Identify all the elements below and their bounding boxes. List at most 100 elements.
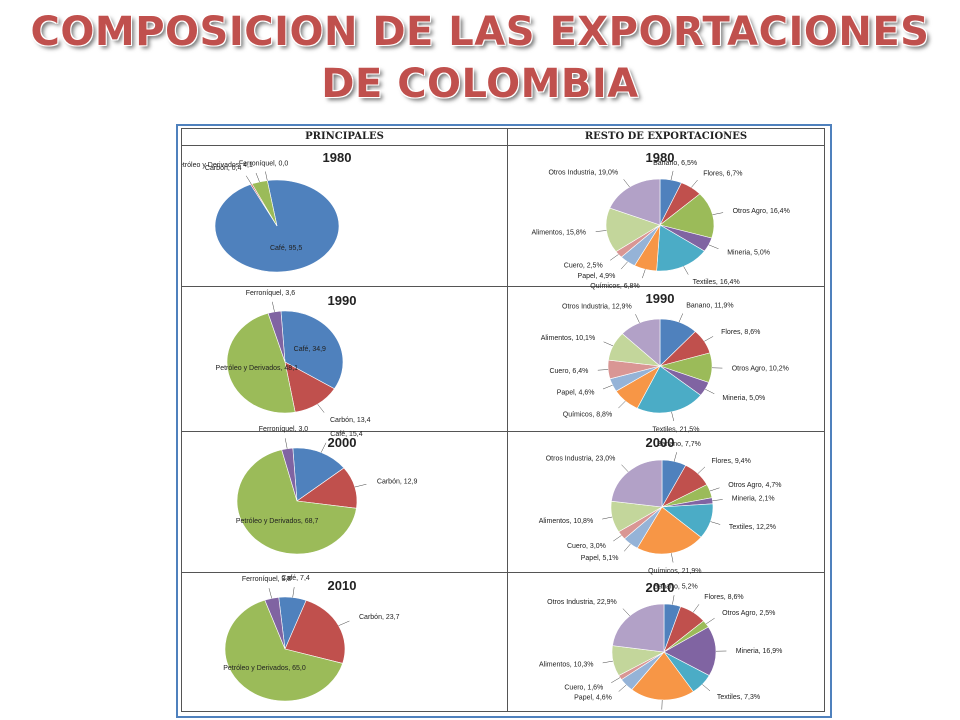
leader-line-banano	[672, 595, 675, 605]
leader-line-cuero	[611, 677, 621, 684]
leader-line-alimentos	[603, 341, 614, 347]
leader-line-textiles	[710, 521, 721, 525]
data-label-carbon: Carbón, 23,7	[359, 614, 400, 621]
slide-title: COMPOSICION DE LAS EXPORTACIONES DE COLO…	[0, 6, 960, 110]
column-header-resto: RESTO DE EXPORTACIONES	[584, 131, 748, 142]
data-label-cafe: Café, 7,4	[281, 575, 310, 582]
data-label-alimentos: Alimentos, 10,3%	[539, 662, 593, 669]
data-label-mineria: Mineria, 5,0%	[722, 395, 765, 402]
data-label-otros-agro: Otros Agro, 10,2%	[732, 365, 789, 372]
data-label-petroleo-y-derivados: Petróleo y Derivados, 48,1	[216, 365, 299, 372]
data-label-cafe: Café, 95,5	[270, 245, 302, 252]
leader-line-cafe	[320, 442, 327, 453]
data-label-otros-agro: Otros Agro, 4,7%	[728, 482, 781, 489]
data-label-textiles: Textiles, 7,3%	[717, 694, 760, 701]
leader-line-ferroniquel	[284, 438, 288, 449]
leader-line-cuero	[610, 254, 619, 261]
data-label-quimicos: Químicos, 21,9%	[648, 568, 701, 575]
data-label-flores: Flores, 8,6%	[721, 329, 760, 336]
pie-chart-principales-2010: 2010 Café, 7,4 Carbón, 23,7 Petróleo y Deri…	[223, 575, 400, 702]
slice-otros-industria	[609, 178, 661, 226]
leader-line-otros-agro	[712, 212, 724, 215]
leader-line-papel	[618, 684, 627, 692]
data-label-banano: Banano, 6,5%	[653, 160, 697, 167]
leader-line-carbon	[317, 404, 325, 413]
leader-line-quimicos	[671, 553, 674, 563]
slice-cafe	[280, 310, 344, 390]
leader-line-alimentos	[602, 516, 613, 520]
data-label-flores: Flores, 8,6%	[704, 594, 743, 601]
data-label-quimicos: Químicos, 6,8%	[590, 283, 639, 290]
data-label-otros-industria: Otros Industria, 19,0%	[548, 170, 618, 177]
data-label-alimentos: Alimentos, 10,8%	[539, 518, 593, 525]
leader-line-ferroniquel	[272, 301, 275, 312]
data-label-mineria: Mineria, 16,9%	[736, 648, 783, 655]
leader-line-otros-industria	[635, 314, 640, 323]
data-label-alimentos: Alimentos, 10,1%	[541, 335, 595, 342]
leader-line-flores	[691, 179, 698, 188]
leader-line-cafe	[292, 587, 295, 598]
data-label-textiles: Textiles, 16,4%	[693, 279, 740, 286]
data-label-alimentos: Alimentos, 15,8%	[532, 230, 586, 237]
chart-year-resto-2010: 2010	[646, 580, 675, 595]
row-divider-3	[182, 572, 824, 573]
data-label-banano: Banano, 11,9%	[686, 303, 733, 310]
leader-line-otros-agro	[709, 487, 720, 492]
column-header-principales: PRINCIPALES	[305, 131, 384, 142]
data-label-quimicos: Químicos, 8,8%	[563, 411, 612, 418]
slice-alimentos	[605, 207, 661, 252]
slice-cafe	[292, 447, 345, 502]
row-divider-2	[182, 431, 824, 432]
data-label-papel: Papel, 4,6%	[557, 390, 595, 397]
leader-line-mineria	[708, 244, 719, 250]
chart-year-principales-2010: 2010	[328, 578, 357, 593]
data-label-flores: Flores, 6,7%	[703, 170, 742, 177]
header-divider	[182, 145, 824, 146]
data-label-mineria: Mineria, 5,0%	[727, 249, 770, 256]
data-label-otros-agro: Otros Agro, 2,5%	[722, 610, 775, 617]
data-label-carbon: Carbón, 13,4	[330, 417, 371, 424]
data-label-cuero: Cuero, 2,5%	[564, 263, 603, 270]
slice-petroleo-y-derivados	[236, 449, 357, 555]
slice-otros-industria	[612, 603, 665, 653]
leader-line-ferroniquel	[268, 588, 272, 599]
data-label-cafe: Café, 34,9	[294, 346, 326, 353]
data-label-cuero: Cuero, 6,4%	[549, 368, 588, 375]
data-label-ferroniquel: Ferroníquel, 0,0	[239, 160, 289, 167]
leader-line-cuero	[613, 535, 622, 542]
leader-line-mineria	[705, 388, 715, 395]
leader-line-cuero	[597, 369, 609, 371]
data-label-otros-industria: Otros Industria, 22,9%	[547, 599, 617, 606]
leader-line-papel	[602, 384, 613, 390]
leader-line-quimicos	[618, 400, 626, 409]
slice-textiles	[656, 224, 705, 272]
data-label-cafe: Café, 15,4	[330, 431, 362, 438]
data-label-cuero: Cuero, 1,6%	[564, 684, 603, 691]
leader-line-flores	[704, 336, 714, 342]
leader-line-otros-industria	[623, 179, 630, 188]
slice-otros-industria	[621, 318, 661, 367]
leader-line-quimicos	[642, 269, 646, 279]
leader-line-banano	[670, 170, 674, 181]
data-label-textiles: Textiles, 12,2%	[729, 524, 776, 531]
data-label-papel: Papel, 5,1%	[581, 555, 619, 562]
data-label-otros-agro: Otros Agro, 16,4%	[733, 208, 790, 215]
data-label-petroleo-y-derivados: Petróleo y Derivados, 68,7	[236, 518, 319, 525]
leader-line-otros-agro	[705, 617, 715, 625]
slice-petroleo-y-derivados	[224, 599, 344, 702]
data-label-petroleo-y-derivados: Petróleo y Derivados, 4,1	[182, 162, 253, 169]
data-label-otros-industria: Otros Industria, 23,0%	[546, 455, 616, 462]
chart-year-principales-1980: 1980	[323, 150, 352, 165]
slide-title-line1: COMPOSICION DE LAS EXPORTACIONES	[30, 9, 930, 55]
leader-line-textiles	[671, 411, 675, 422]
leader-line-otros-industria	[621, 464, 629, 472]
slide-title-line2: DE COLOMBIA	[321, 61, 639, 107]
data-label-cuero: Cuero, 3,0%	[567, 543, 606, 550]
slice-mineria	[663, 626, 717, 676]
leader-line-textiles	[702, 684, 711, 692]
leader-line-flores	[692, 604, 700, 613]
